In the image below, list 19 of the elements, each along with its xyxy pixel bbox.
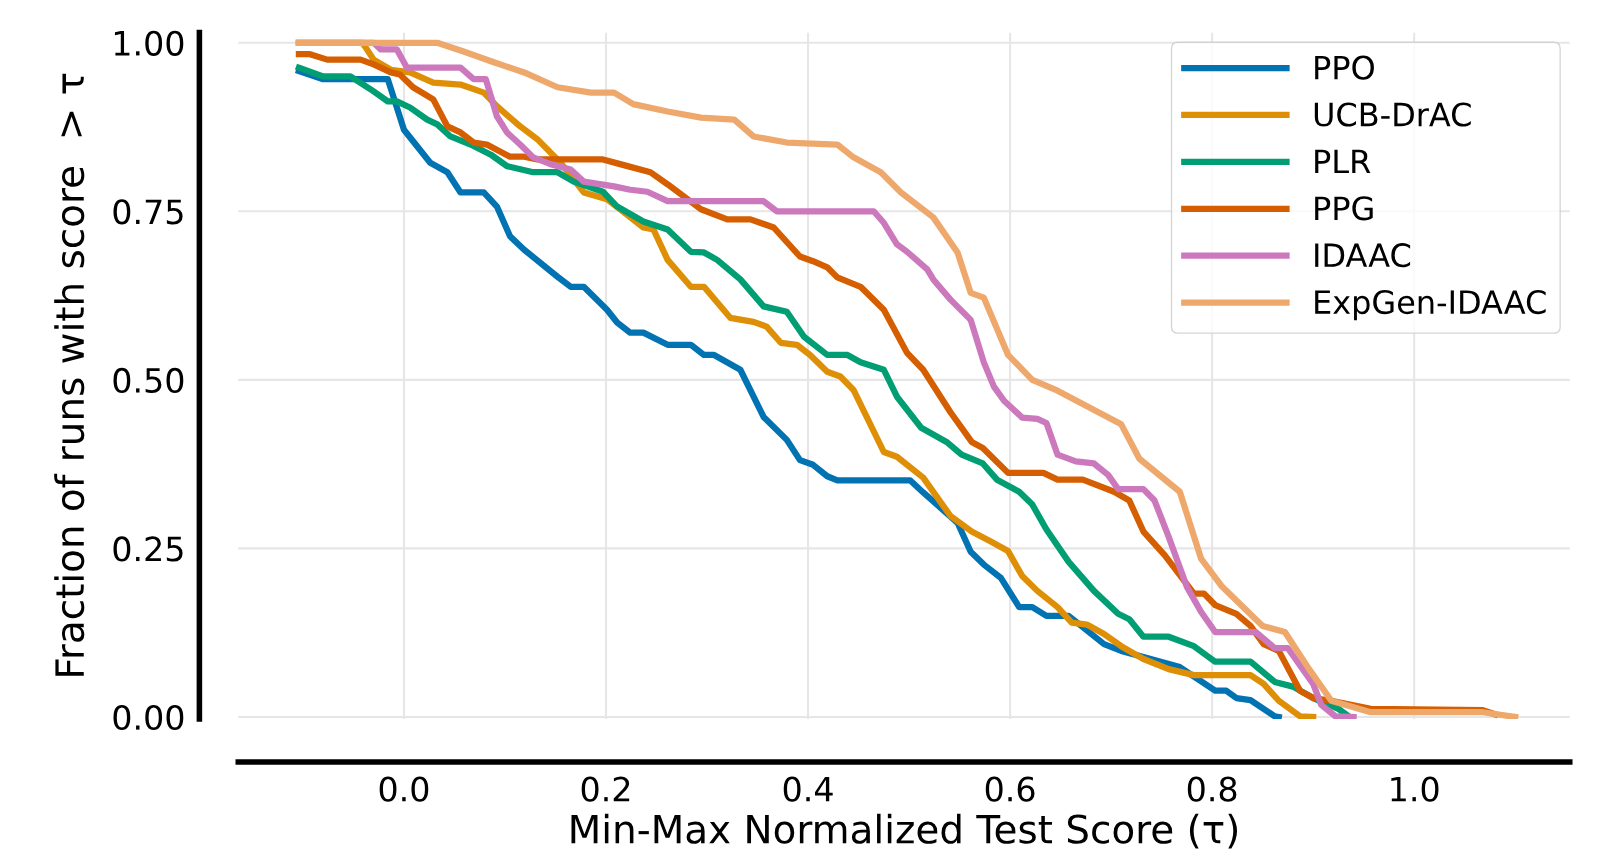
- y-axis-title: Fraction of runs with score > τ: [54, 73, 85, 676]
- y-tick-label: 0.25: [113, 536, 183, 562]
- legend-label: IDAAC: [1315, 243, 1411, 268]
- y-tick-label: 0.50: [113, 367, 184, 393]
- x-tick-label: 0.4: [783, 776, 833, 802]
- x-tick-label: 0.0: [379, 776, 429, 802]
- x-tick-label: 0.2: [581, 776, 630, 802]
- x-axis-title: Min-Max Normalized Test Score (τ): [571, 813, 1237, 849]
- legend-label: PLR: [1315, 149, 1371, 174]
- x-tick-label: 0.6: [985, 776, 1035, 802]
- y-tick-label: 0.00: [113, 704, 184, 731]
- x-tick-label: 0.8: [1187, 776, 1237, 802]
- y-tick-label: 0.75: [113, 199, 183, 225]
- legend-label: UCB-DrAC: [1314, 102, 1471, 127]
- legend-label: PPO: [1315, 55, 1374, 80]
- x-tick-label: 1.0: [1391, 776, 1439, 802]
- legend-label: PPG: [1315, 196, 1373, 221]
- y-tick-label: 1.00: [114, 30, 184, 56]
- legend-label: ExpGen-IDAAC: [1315, 290, 1546, 321]
